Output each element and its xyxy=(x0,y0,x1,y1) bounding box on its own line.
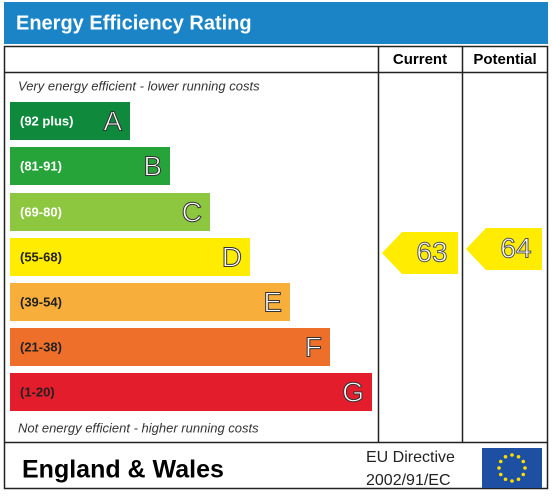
eu-star xyxy=(498,459,503,464)
header-current: Current xyxy=(393,51,447,68)
band xyxy=(10,238,250,276)
header-potential: Potential xyxy=(473,51,536,68)
band-letter: B xyxy=(143,150,162,181)
current-value: 63 xyxy=(416,236,447,267)
band-letter: C xyxy=(182,196,202,227)
potential-value: 64 xyxy=(500,232,531,263)
frame xyxy=(3,45,549,490)
band xyxy=(10,328,330,366)
band-range: (1-20) xyxy=(20,384,55,399)
potential-arrow xyxy=(466,228,542,270)
band-letter: E xyxy=(263,286,282,317)
band-letter: G xyxy=(342,376,364,407)
top-note: Very energy efficient - lower running co… xyxy=(18,78,260,93)
eu-star xyxy=(503,477,508,482)
band xyxy=(10,373,372,411)
band-range: (21-38) xyxy=(20,339,62,354)
band-range: (81-91) xyxy=(20,158,62,173)
eu-star xyxy=(503,454,508,459)
eu-star xyxy=(521,459,526,464)
band xyxy=(10,283,290,321)
eu-star xyxy=(497,466,501,470)
band-range: (55-68) xyxy=(20,249,62,264)
eu-star xyxy=(498,472,503,477)
directive-line1: EU Directive xyxy=(366,449,455,466)
band xyxy=(10,147,170,185)
band xyxy=(10,102,130,140)
band-letter: F xyxy=(305,331,322,362)
band-letter: D xyxy=(222,241,242,272)
band-range: (69-80) xyxy=(20,204,62,219)
band-range: (92 plus) xyxy=(20,113,73,128)
band-letter: A xyxy=(103,105,122,136)
directive-line2: 2002/91/EC xyxy=(366,472,451,489)
eu-star xyxy=(510,479,514,483)
eu-star xyxy=(510,453,514,457)
band xyxy=(10,193,210,231)
eu-star xyxy=(523,466,527,470)
eu-star xyxy=(516,454,521,459)
bottom-note: Not energy efficient - higher running co… xyxy=(18,420,259,435)
current-arrow xyxy=(382,232,458,274)
band-range: (39-54) xyxy=(20,294,62,309)
title: Energy Efficiency Rating xyxy=(16,12,252,34)
eu-star xyxy=(521,472,526,477)
region: England & Wales xyxy=(22,456,224,484)
title-bar xyxy=(4,2,548,44)
eu-star xyxy=(516,477,521,482)
